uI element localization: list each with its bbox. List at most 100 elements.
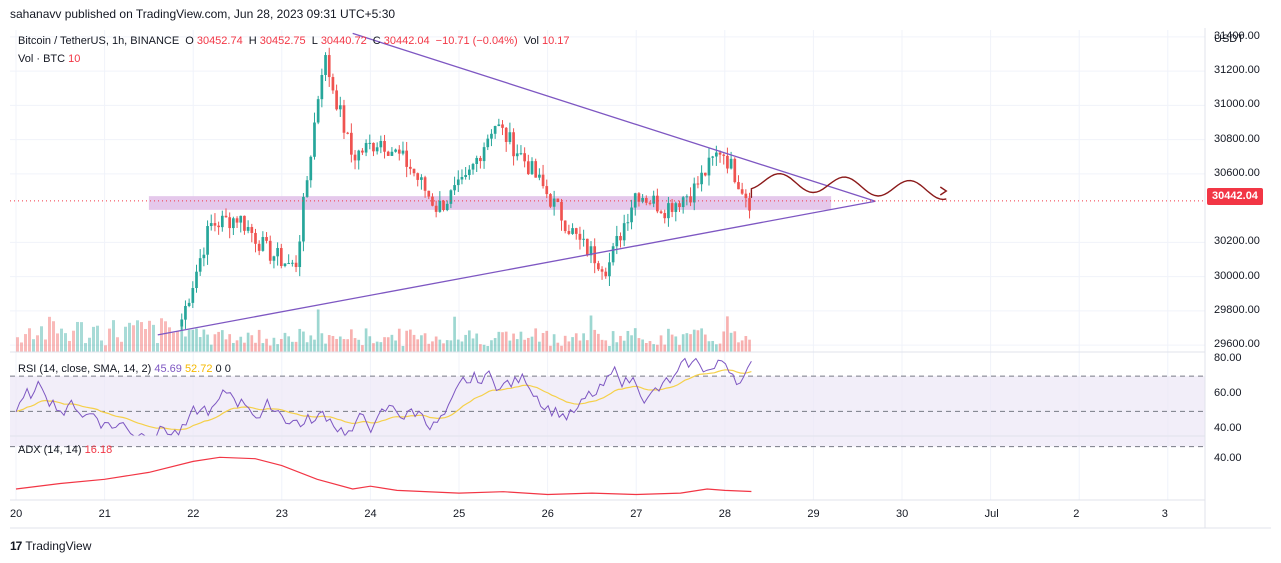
candle-body — [626, 222, 630, 224]
volume-bar — [202, 329, 206, 352]
volume-bar — [541, 332, 545, 352]
volume-bar — [597, 333, 600, 352]
candle-body — [243, 215, 246, 231]
candle-body — [501, 124, 504, 128]
candle-body — [552, 198, 556, 207]
candle-body — [456, 179, 460, 186]
candle-body — [582, 238, 585, 240]
volume-bar — [497, 331, 501, 352]
time-tick-label: 25 — [453, 508, 466, 520]
volume-bar — [372, 343, 375, 352]
volume-bar — [578, 340, 582, 352]
candle-body — [633, 193, 637, 208]
candle-body — [726, 155, 729, 169]
candle-body — [364, 142, 368, 153]
candle-body — [589, 246, 593, 256]
candle-body — [184, 305, 187, 320]
candle-body — [519, 153, 523, 155]
projection-wave — [750, 172, 947, 201]
volume-bar — [401, 345, 405, 352]
candle-body — [497, 124, 501, 127]
volume-bar — [641, 339, 644, 352]
volume-bar — [490, 340, 493, 352]
candle-body — [217, 225, 220, 228]
footer-brand[interactable]: 17 TradingView — [10, 539, 91, 553]
volume-bar — [383, 337, 386, 352]
rsi-extra-2: 0 — [224, 363, 231, 375]
candle-body — [420, 177, 423, 180]
volume-bar — [689, 334, 692, 352]
candle-body — [416, 173, 420, 180]
candle-body — [276, 248, 279, 257]
candle-body — [611, 246, 615, 263]
volume-bar — [88, 337, 91, 352]
volume-bar — [213, 334, 217, 352]
volume-bar — [92, 326, 95, 352]
candle-body — [379, 140, 383, 148]
candle-body — [545, 186, 549, 195]
candle-body — [578, 233, 582, 240]
candle-body — [512, 132, 515, 157]
candle-body — [268, 240, 272, 261]
volume-bar — [711, 340, 715, 352]
candle-body — [357, 150, 361, 161]
candle-body — [523, 153, 526, 162]
volume-bar — [168, 327, 171, 352]
candle-body — [678, 203, 681, 208]
volume-bar — [622, 340, 626, 352]
candle-body — [206, 226, 209, 255]
volume-bar — [16, 337, 19, 352]
volume-bar — [670, 334, 674, 352]
volume-bar — [279, 338, 283, 352]
volume-bar — [560, 345, 563, 352]
volume-bar — [64, 333, 67, 352]
footer-brand-text: TradingView — [25, 539, 92, 553]
candle-body — [209, 223, 213, 227]
symbol-legend: Bitcoin / TetherUS, 1h, BINANCE O 30452.7… — [18, 35, 573, 47]
change-value: −10.71 (−0.04%) — [435, 35, 518, 47]
rsi-legend-label: RSI (14, close, SMA, 14, 2) — [18, 363, 152, 375]
candle-body — [427, 190, 431, 197]
volume-bar — [737, 342, 740, 352]
candle-body — [265, 237, 268, 241]
rsi-legend[interactable]: RSI (14, close, SMA, 14, 2) 45.69 52.72 … — [18, 363, 231, 375]
adx-legend[interactable]: ADX (14, 14) 16.18 — [18, 444, 112, 456]
time-tick-label: 30 — [896, 508, 909, 520]
candle-body — [493, 126, 497, 134]
candle-body — [707, 157, 711, 176]
volume-bar — [663, 344, 667, 352]
candle-body — [331, 77, 335, 91]
volume-bar — [729, 332, 733, 352]
current-price-tag: 30442.04 — [1207, 188, 1263, 205]
volume-bar — [268, 345, 272, 352]
volume-bar — [427, 343, 431, 352]
volume-bar — [72, 330, 75, 352]
adx-line-path — [15, 456, 752, 496]
candle-body — [346, 132, 350, 134]
candle-body — [338, 105, 342, 110]
volume-legend[interactable]: Vol · BTC 10 — [18, 53, 80, 65]
candle-body — [744, 193, 748, 199]
candle-body — [471, 163, 475, 170]
rsi-ma-line — [15, 369, 752, 431]
candle-body — [692, 183, 696, 203]
volume-bar — [239, 336, 243, 352]
panel-borders — [10, 28, 1271, 529]
candle-body — [667, 203, 670, 219]
candle-body — [434, 205, 438, 212]
volume-bar — [228, 334, 232, 352]
volume-bar — [744, 336, 748, 352]
volume-bar — [526, 337, 530, 352]
volume-bar — [445, 340, 449, 352]
volume-bar — [172, 332, 175, 352]
volume-bar — [722, 331, 726, 352]
volume-bar — [96, 325, 99, 352]
symbol-name[interactable]: Bitcoin / TetherUS, 1h, BINANCE — [18, 35, 180, 47]
candle-body — [619, 235, 622, 241]
candle-body — [368, 142, 372, 144]
candle-body — [246, 227, 250, 231]
volume-bar — [235, 340, 239, 352]
candle-body — [604, 271, 608, 277]
volume-bar — [302, 331, 305, 352]
